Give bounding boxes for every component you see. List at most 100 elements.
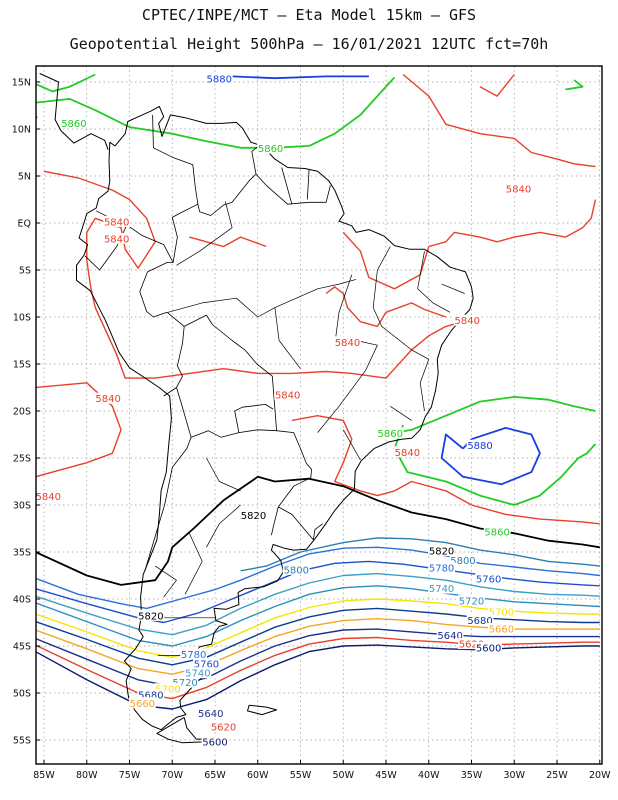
- contour-5860: [565, 79, 584, 91]
- contour-label: 5820: [429, 547, 454, 558]
- contour-label-bg: [488, 623, 515, 635]
- state-border: [206, 457, 241, 492]
- contour-label: 5840: [36, 492, 61, 503]
- contour-label: 5740: [185, 669, 210, 680]
- state-border: [184, 533, 203, 595]
- lon-tick-label: 55W: [290, 770, 312, 781]
- contour-label-bg: [184, 667, 212, 679]
- contour-label-bg: [128, 697, 156, 709]
- contour-5780: [36, 546, 600, 610]
- contour-5800: [240, 537, 600, 572]
- contour-5600: [36, 644, 600, 710]
- country-border: [276, 430, 314, 541]
- contour-label-bg: [458, 594, 485, 606]
- contour-label-bg: [428, 545, 455, 556]
- lat-tick-label: 15N: [12, 78, 31, 89]
- state-border: [274, 307, 301, 369]
- contour-label: 5840: [335, 338, 360, 349]
- contour-5880: [232, 75, 369, 80]
- contour-label: 5620: [211, 722, 236, 733]
- state-border: [342, 429, 361, 461]
- contour-label-bg: [483, 526, 511, 538]
- contour-label-bg: [393, 446, 421, 458]
- lat-tick-label: 20S: [13, 407, 31, 418]
- contour-5840: [36, 382, 122, 478]
- lon-tick-label: 60W: [247, 770, 269, 781]
- chart-title-line1: CPTEC/INPE/MCT – Eta Model 15km – GFS: [141, 6, 477, 24]
- contour-5860: [36, 76, 396, 149]
- contour-label-bg: [60, 117, 88, 129]
- contour-5720: [36, 585, 600, 647]
- contour-label: 5840: [395, 448, 420, 459]
- contour-label: 5860: [258, 144, 283, 155]
- contour-5680: [36, 607, 600, 666]
- country-border: [139, 173, 257, 327]
- contour-label: 5740: [429, 584, 454, 595]
- contour-label-bg: [449, 554, 477, 566]
- lat-tick-label: 5N: [18, 172, 31, 183]
- lat-tick-label: 10S: [13, 313, 31, 324]
- contour-5840: [291, 415, 600, 525]
- contour-label-bg: [103, 216, 131, 227]
- contour-label-bg: [436, 629, 464, 641]
- contour-label: 5620: [459, 640, 484, 651]
- country-border: [306, 169, 310, 200]
- contour-5840: [342, 199, 597, 290]
- contour-label: 5800: [283, 565, 308, 576]
- lat-tick-label: 50S: [13, 689, 31, 700]
- contour-5840: [43, 170, 464, 379]
- contour-label-bg: [334, 336, 361, 348]
- falklands-coast: [247, 704, 278, 716]
- lon-tick-label: 30W: [504, 770, 526, 781]
- contour-label-bg: [205, 73, 233, 85]
- contour-label-bg: [180, 648, 208, 660]
- contour-label-bg: [171, 676, 199, 688]
- contour-label: 5840: [506, 185, 531, 196]
- contour-label: 5800: [450, 556, 475, 567]
- graticule: [36, 66, 602, 764]
- contour-label: 5660: [489, 625, 514, 636]
- contour-5840: [189, 236, 267, 248]
- lon-tick-label: 75W: [119, 770, 141, 781]
- contour-label-bg: [376, 427, 404, 439]
- country-border: [126, 224, 174, 263]
- contour-label-bg: [466, 614, 494, 626]
- state-border: [155, 565, 177, 598]
- contour-label: 5860: [484, 528, 509, 539]
- state-border: [417, 251, 451, 313]
- country-border: [176, 314, 277, 431]
- contour-label: 5700: [489, 608, 514, 619]
- contour-5740: [36, 572, 600, 636]
- axis-ticks: 15N 10N 5N EQ 5S 10S 15S 20S 25S 30S 35S 40S 45S 50S 5…: [12, 78, 611, 782]
- contour-label-bg: [154, 683, 182, 695]
- lon-tick-label: 85W: [33, 770, 55, 781]
- contour-5820: [36, 475, 600, 586]
- contour-5660: [36, 618, 600, 675]
- lat-tick-label: 5S: [19, 266, 31, 277]
- contour-label: 5760: [194, 659, 219, 670]
- contour-label: 5680: [138, 690, 163, 701]
- country-border: [190, 430, 240, 438]
- contour-label-bg: [257, 142, 284, 154]
- contour-label-bg: [453, 314, 481, 326]
- contour-label: 5860: [61, 119, 86, 130]
- contour-label: 5700: [155, 685, 180, 696]
- contour-label-bg: [94, 392, 122, 404]
- contour-label: 5840: [104, 218, 129, 229]
- contour-label: 5880: [207, 75, 232, 86]
- contour-label-bg: [274, 388, 302, 400]
- lon-tick-label: 70W: [162, 770, 184, 781]
- contour-label: 5860: [378, 429, 403, 440]
- contour-label: 5840: [454, 316, 479, 327]
- state-border: [176, 201, 233, 266]
- lat-tick-label: EQ: [18, 219, 31, 230]
- lat-tick-label: 25S: [13, 454, 31, 465]
- contour-labels: 5880 5860 5860 5840 5840 5840 5840 5840 5840 5840…: [34, 73, 532, 748]
- central-america-coast: [39, 73, 109, 150]
- contour-label: 5840: [104, 234, 129, 245]
- contour-5840: [325, 286, 447, 328]
- plot-frame: [35, 65, 603, 765]
- lon-tick-label: 80W: [76, 770, 98, 781]
- state-border: [372, 246, 429, 360]
- contour-label: 5600: [476, 643, 501, 654]
